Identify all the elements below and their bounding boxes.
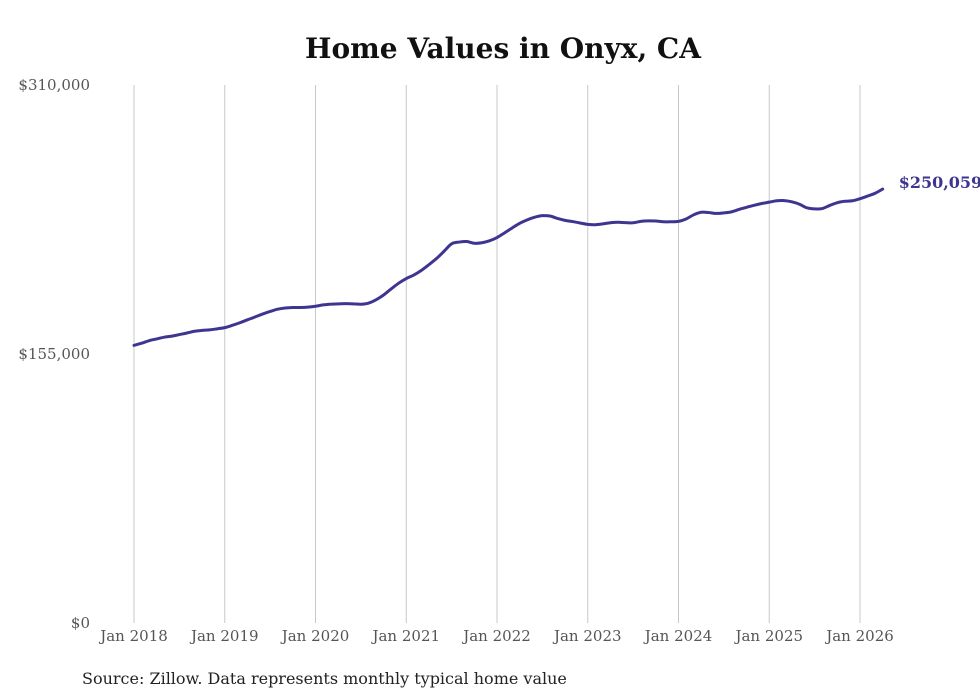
end-value-label: $250,059 [899,173,980,192]
y-tick-label: $155,000 [18,345,90,363]
chart-title: Home Values in Onyx, CA [305,32,702,65]
x-axis-labels: Jan 2018 Jan 2019 Jan 2020 Jan 2021 Jan 2022… [98,627,894,645]
x-tick-label: Jan 2022 [461,627,531,645]
x-tick-label: Jan 2026 [824,627,894,645]
source-note: Source: Zillow. Data represents monthly … [82,669,567,688]
y-tick-label: $310,000 [18,76,90,94]
series-group: $250,059 [132,173,980,347]
y-axis-labels: $0 $155,000 $310,000 [18,76,90,632]
grid-lines [133,85,861,623]
x-tick-label: Jan 2021 [370,627,440,645]
x-tick-label: Jan 2020 [280,627,350,645]
x-tick-label: Jan 2025 [733,627,803,645]
series-line [132,187,885,347]
x-tick-label: Jan 2024 [643,627,713,645]
x-tick-label: Jan 2023 [552,627,622,645]
x-tick-label: Jan 2018 [98,627,168,645]
x-tick-label: Jan 2019 [189,627,259,645]
y-tick-label: $0 [71,614,90,632]
